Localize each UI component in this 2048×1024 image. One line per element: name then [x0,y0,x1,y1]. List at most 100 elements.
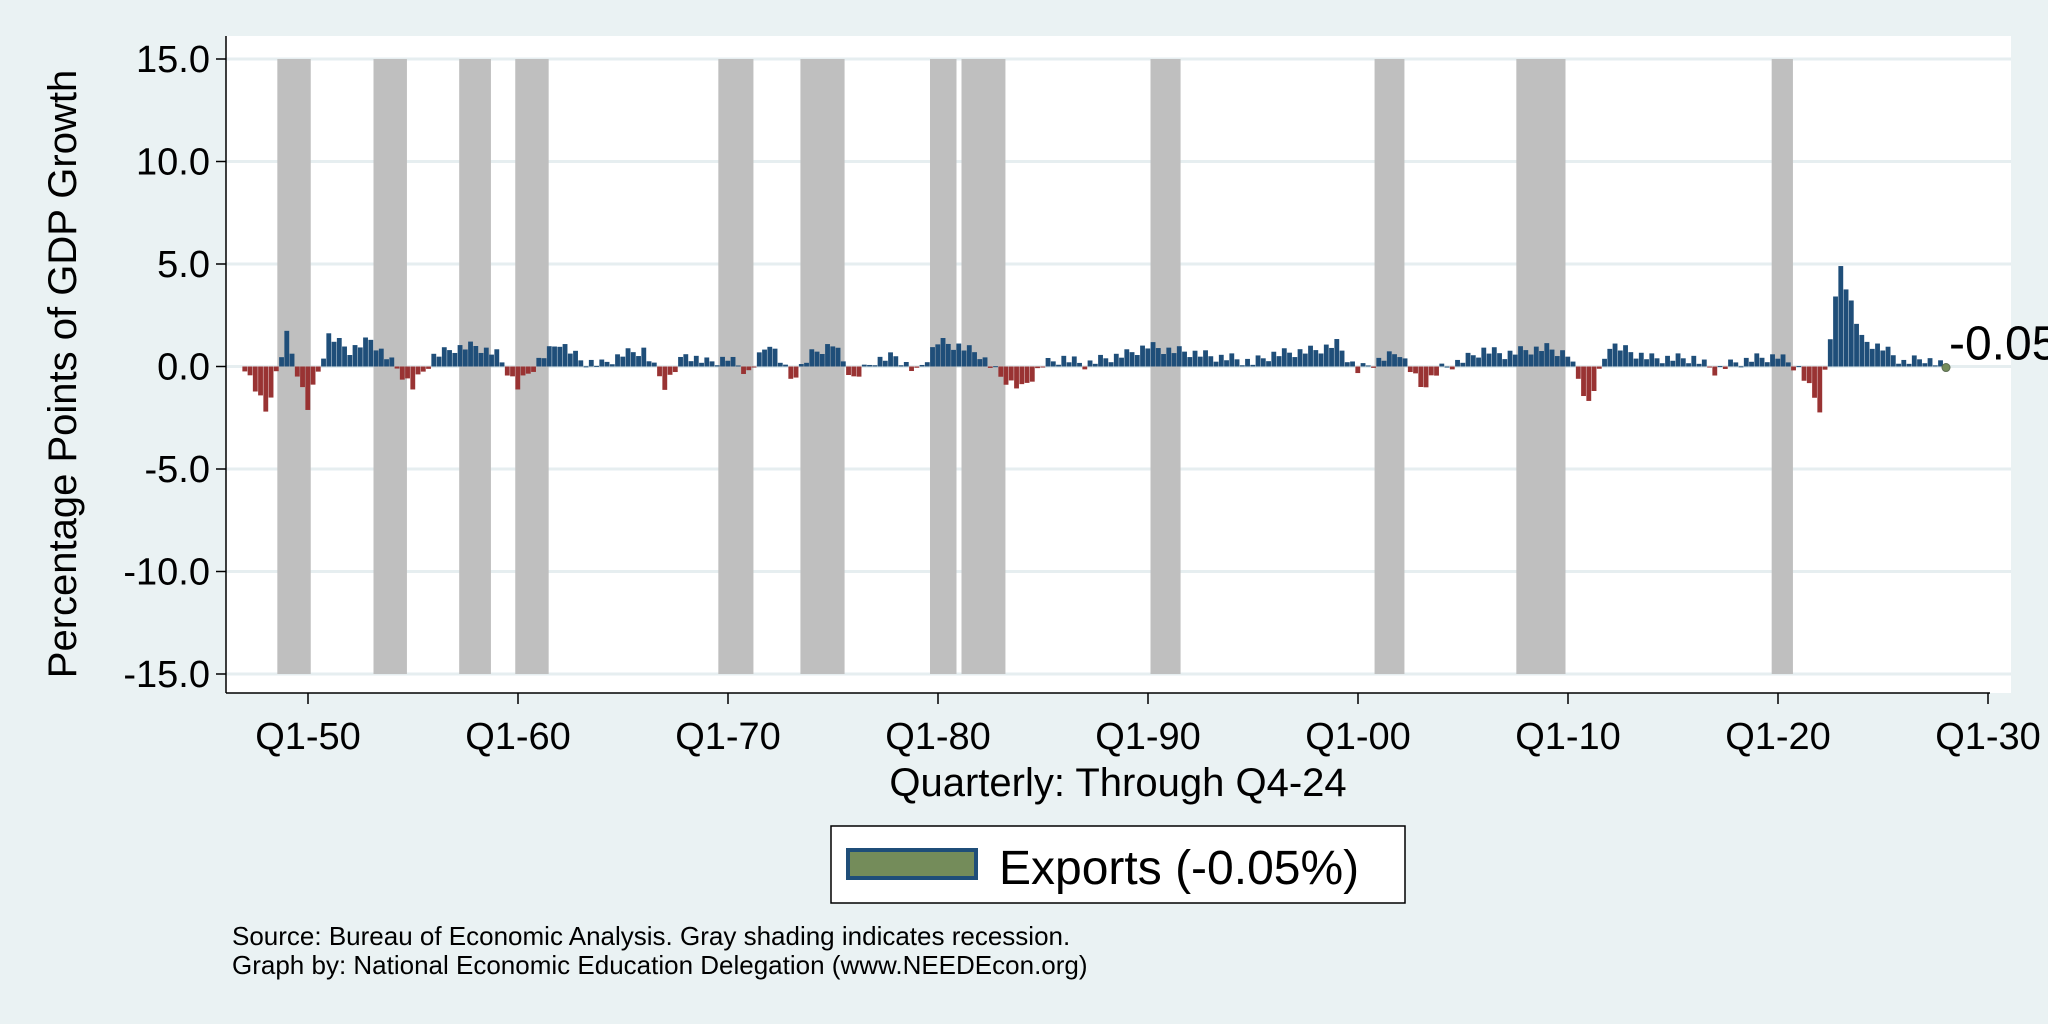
x-tick-label: Q1-30 [1935,716,2041,758]
data-bar [1056,364,1061,367]
data-bar [552,346,557,367]
data-bar [1339,350,1345,367]
data-bar [667,366,673,375]
legend-label: Exports (-0.05%) [999,842,1359,895]
y-tick-label: -5.0 [145,449,210,491]
legend: Exports (-0.05%) [830,825,1406,904]
data-bar [1381,360,1387,367]
data-bar [1245,358,1250,367]
data-bar [809,349,815,367]
data-bar [504,366,510,376]
data-bar [368,339,374,367]
data-bar [1045,357,1051,367]
data-bar [814,351,820,367]
data-bar [1675,353,1681,367]
data-bar [630,352,636,367]
x-tick-label: Q1-80 [885,716,991,758]
data-bar [1854,323,1859,367]
data-bar [940,338,946,367]
data-bar [531,366,536,372]
data-bar [993,366,998,368]
data-bar [1224,360,1229,367]
data-bar [457,345,463,367]
data-bar [1817,366,1823,413]
data-bar [1518,346,1523,367]
data-bar [1255,355,1261,367]
data-bar [1176,346,1182,367]
data-bar [1308,345,1313,367]
data-bar [746,366,752,371]
data-bar [273,366,279,372]
data-bar [1785,362,1791,367]
data-bar [583,366,589,368]
data-bar [1612,343,1618,367]
data-bar [405,366,410,379]
data-bar [1276,356,1282,367]
data-bar [1423,366,1429,388]
data-bar [258,366,263,396]
data-bar [1759,357,1765,367]
data-bar [489,354,494,367]
data-bar [1728,359,1733,367]
data-bar [1602,358,1607,367]
y-tick-label: 10.0 [136,142,210,184]
data-bar [1145,348,1151,367]
x-axis-ticks: Q1-50 Q1-60 Q1-70 Q1-80 Q1-90 Q1-00 Q1-10 Q1-20… [255,693,2041,758]
data-bar [1318,353,1324,367]
data-bar [1822,366,1828,370]
data-bar [1570,361,1576,367]
data-bar [783,364,788,367]
data-bar [1360,363,1366,367]
data-bar [945,343,951,367]
data-bar [1581,366,1586,397]
data-bar [1649,353,1655,367]
data-bar [468,341,473,367]
data-bar [1575,366,1581,379]
data-bar [536,357,542,367]
data-bar [1812,366,1817,398]
data-bar [924,362,930,367]
bar-series [242,266,1949,413]
data-bar [1528,354,1534,367]
data-bar [363,337,368,367]
data-bar [1554,356,1560,367]
data-bar [1218,354,1224,367]
data-bar [1749,361,1754,367]
data-bar [1182,351,1187,367]
data-bar [662,366,668,390]
data-bar [867,364,872,367]
data-bar [1465,352,1471,367]
data-bar [294,366,300,377]
data-bar [1922,363,1928,367]
data-bar [1890,355,1896,367]
data-bar [1701,359,1707,367]
data-bar [478,352,484,367]
data-bar [326,333,332,367]
data-bar [840,361,846,367]
data-bar [1911,355,1917,367]
data-bar [1691,355,1697,367]
data-bar [699,362,704,367]
data-bar [804,362,809,367]
data-bar [1712,366,1718,376]
data-bar [714,365,720,367]
data-bar [1885,346,1891,367]
x-tick-label: Q1-00 [1305,716,1411,758]
data-bar [1539,351,1544,367]
data-bar [1549,349,1555,367]
data-bar [882,360,888,367]
x-tick-label: Q1-70 [675,716,781,758]
data-bar [604,361,610,367]
data-bar [1864,341,1870,367]
data-bar [1686,363,1691,367]
data-bar [410,366,416,390]
data-bar [1029,366,1035,382]
data-bar [1628,352,1634,367]
data-bar [625,348,631,367]
data-bar [1161,353,1166,367]
data-bar [1392,354,1397,367]
data-bar [1659,363,1665,367]
y-tick-label: 5.0 [157,244,210,286]
data-bar [1402,358,1408,367]
